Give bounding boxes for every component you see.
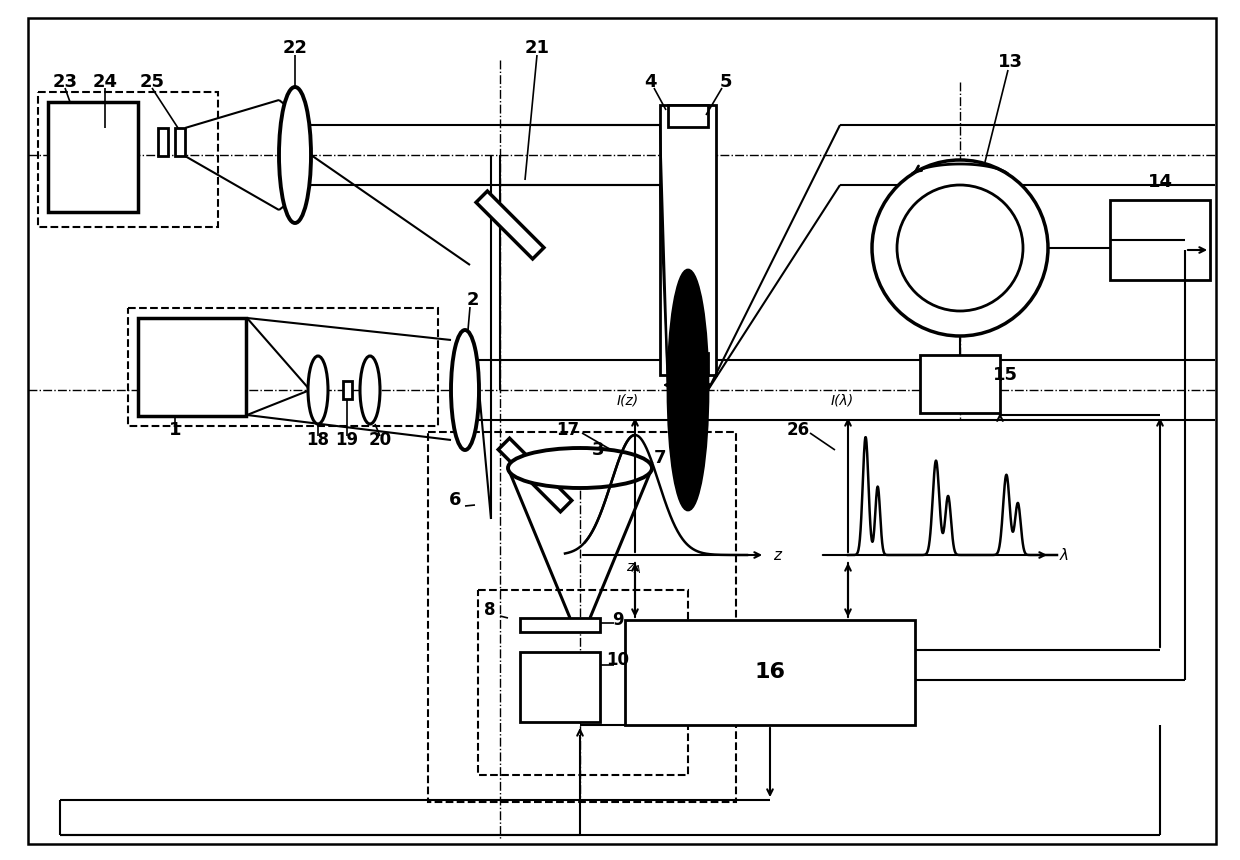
Bar [175, 128, 185, 156]
Ellipse shape [508, 448, 652, 488]
Ellipse shape [897, 185, 1023, 311]
Text: 25: 25 [139, 73, 165, 91]
Text: 22: 22 [283, 39, 308, 57]
Bar [48, 102, 138, 212]
Bar [343, 381, 352, 399]
Bar [1110, 200, 1210, 280]
Text: 26: 26 [786, 421, 810, 439]
Text: 7: 7 [653, 449, 666, 467]
Bar [128, 308, 438, 426]
Text: 20: 20 [368, 431, 392, 449]
Text: 23: 23 [52, 73, 77, 91]
Text: 14: 14 [1147, 173, 1173, 191]
Bar [477, 590, 688, 775]
Text: 21: 21 [525, 39, 549, 57]
Text: 10: 10 [606, 651, 630, 669]
Text: I(z): I(z) [618, 394, 639, 408]
Text: 13: 13 [997, 53, 1023, 71]
Bar [668, 353, 708, 375]
Text: 19: 19 [336, 431, 358, 449]
Bar [157, 128, 167, 156]
Text: 2: 2 [466, 291, 479, 309]
Text: 17: 17 [557, 421, 579, 439]
Ellipse shape [451, 330, 479, 450]
Text: I(λ): I(λ) [831, 394, 853, 408]
Bar [428, 432, 737, 802]
Bar [520, 652, 600, 722]
Ellipse shape [668, 270, 708, 510]
Ellipse shape [360, 356, 379, 424]
Text: 5: 5 [719, 73, 733, 91]
Ellipse shape [279, 87, 311, 223]
Text: λ: λ [1059, 548, 1069, 562]
Text: 16: 16 [754, 662, 785, 682]
Polygon shape [476, 191, 544, 259]
Bar [520, 618, 600, 632]
Bar [920, 355, 999, 413]
Text: 3: 3 [591, 441, 604, 459]
Bar [38, 92, 218, 227]
Bar [138, 318, 246, 416]
Text: $z_A$: $z_A$ [626, 562, 641, 576]
Ellipse shape [872, 160, 1048, 336]
Text: 1: 1 [169, 421, 181, 439]
Text: z: z [773, 548, 781, 562]
Text: 9: 9 [613, 611, 624, 629]
Text: 15: 15 [992, 366, 1018, 384]
Polygon shape [498, 439, 572, 512]
Text: 24: 24 [93, 73, 118, 91]
Text: 8: 8 [485, 601, 496, 619]
Bar [668, 105, 708, 127]
Text: 6: 6 [449, 491, 461, 509]
Bar [660, 105, 715, 375]
Text: z: z [683, 391, 692, 409]
Ellipse shape [308, 356, 329, 424]
Bar [625, 620, 915, 725]
Text: 18: 18 [306, 431, 330, 449]
Text: 4: 4 [644, 73, 656, 91]
